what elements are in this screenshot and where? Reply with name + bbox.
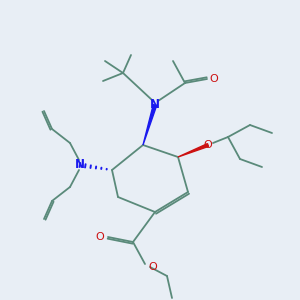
Text: O: O [96, 232, 104, 242]
Text: N: N [75, 158, 85, 172]
Text: O: O [148, 262, 158, 272]
Text: O: O [204, 140, 212, 150]
Polygon shape [178, 144, 208, 157]
Text: N: N [150, 98, 160, 112]
Polygon shape [143, 104, 157, 145]
Text: O: O [210, 74, 218, 84]
